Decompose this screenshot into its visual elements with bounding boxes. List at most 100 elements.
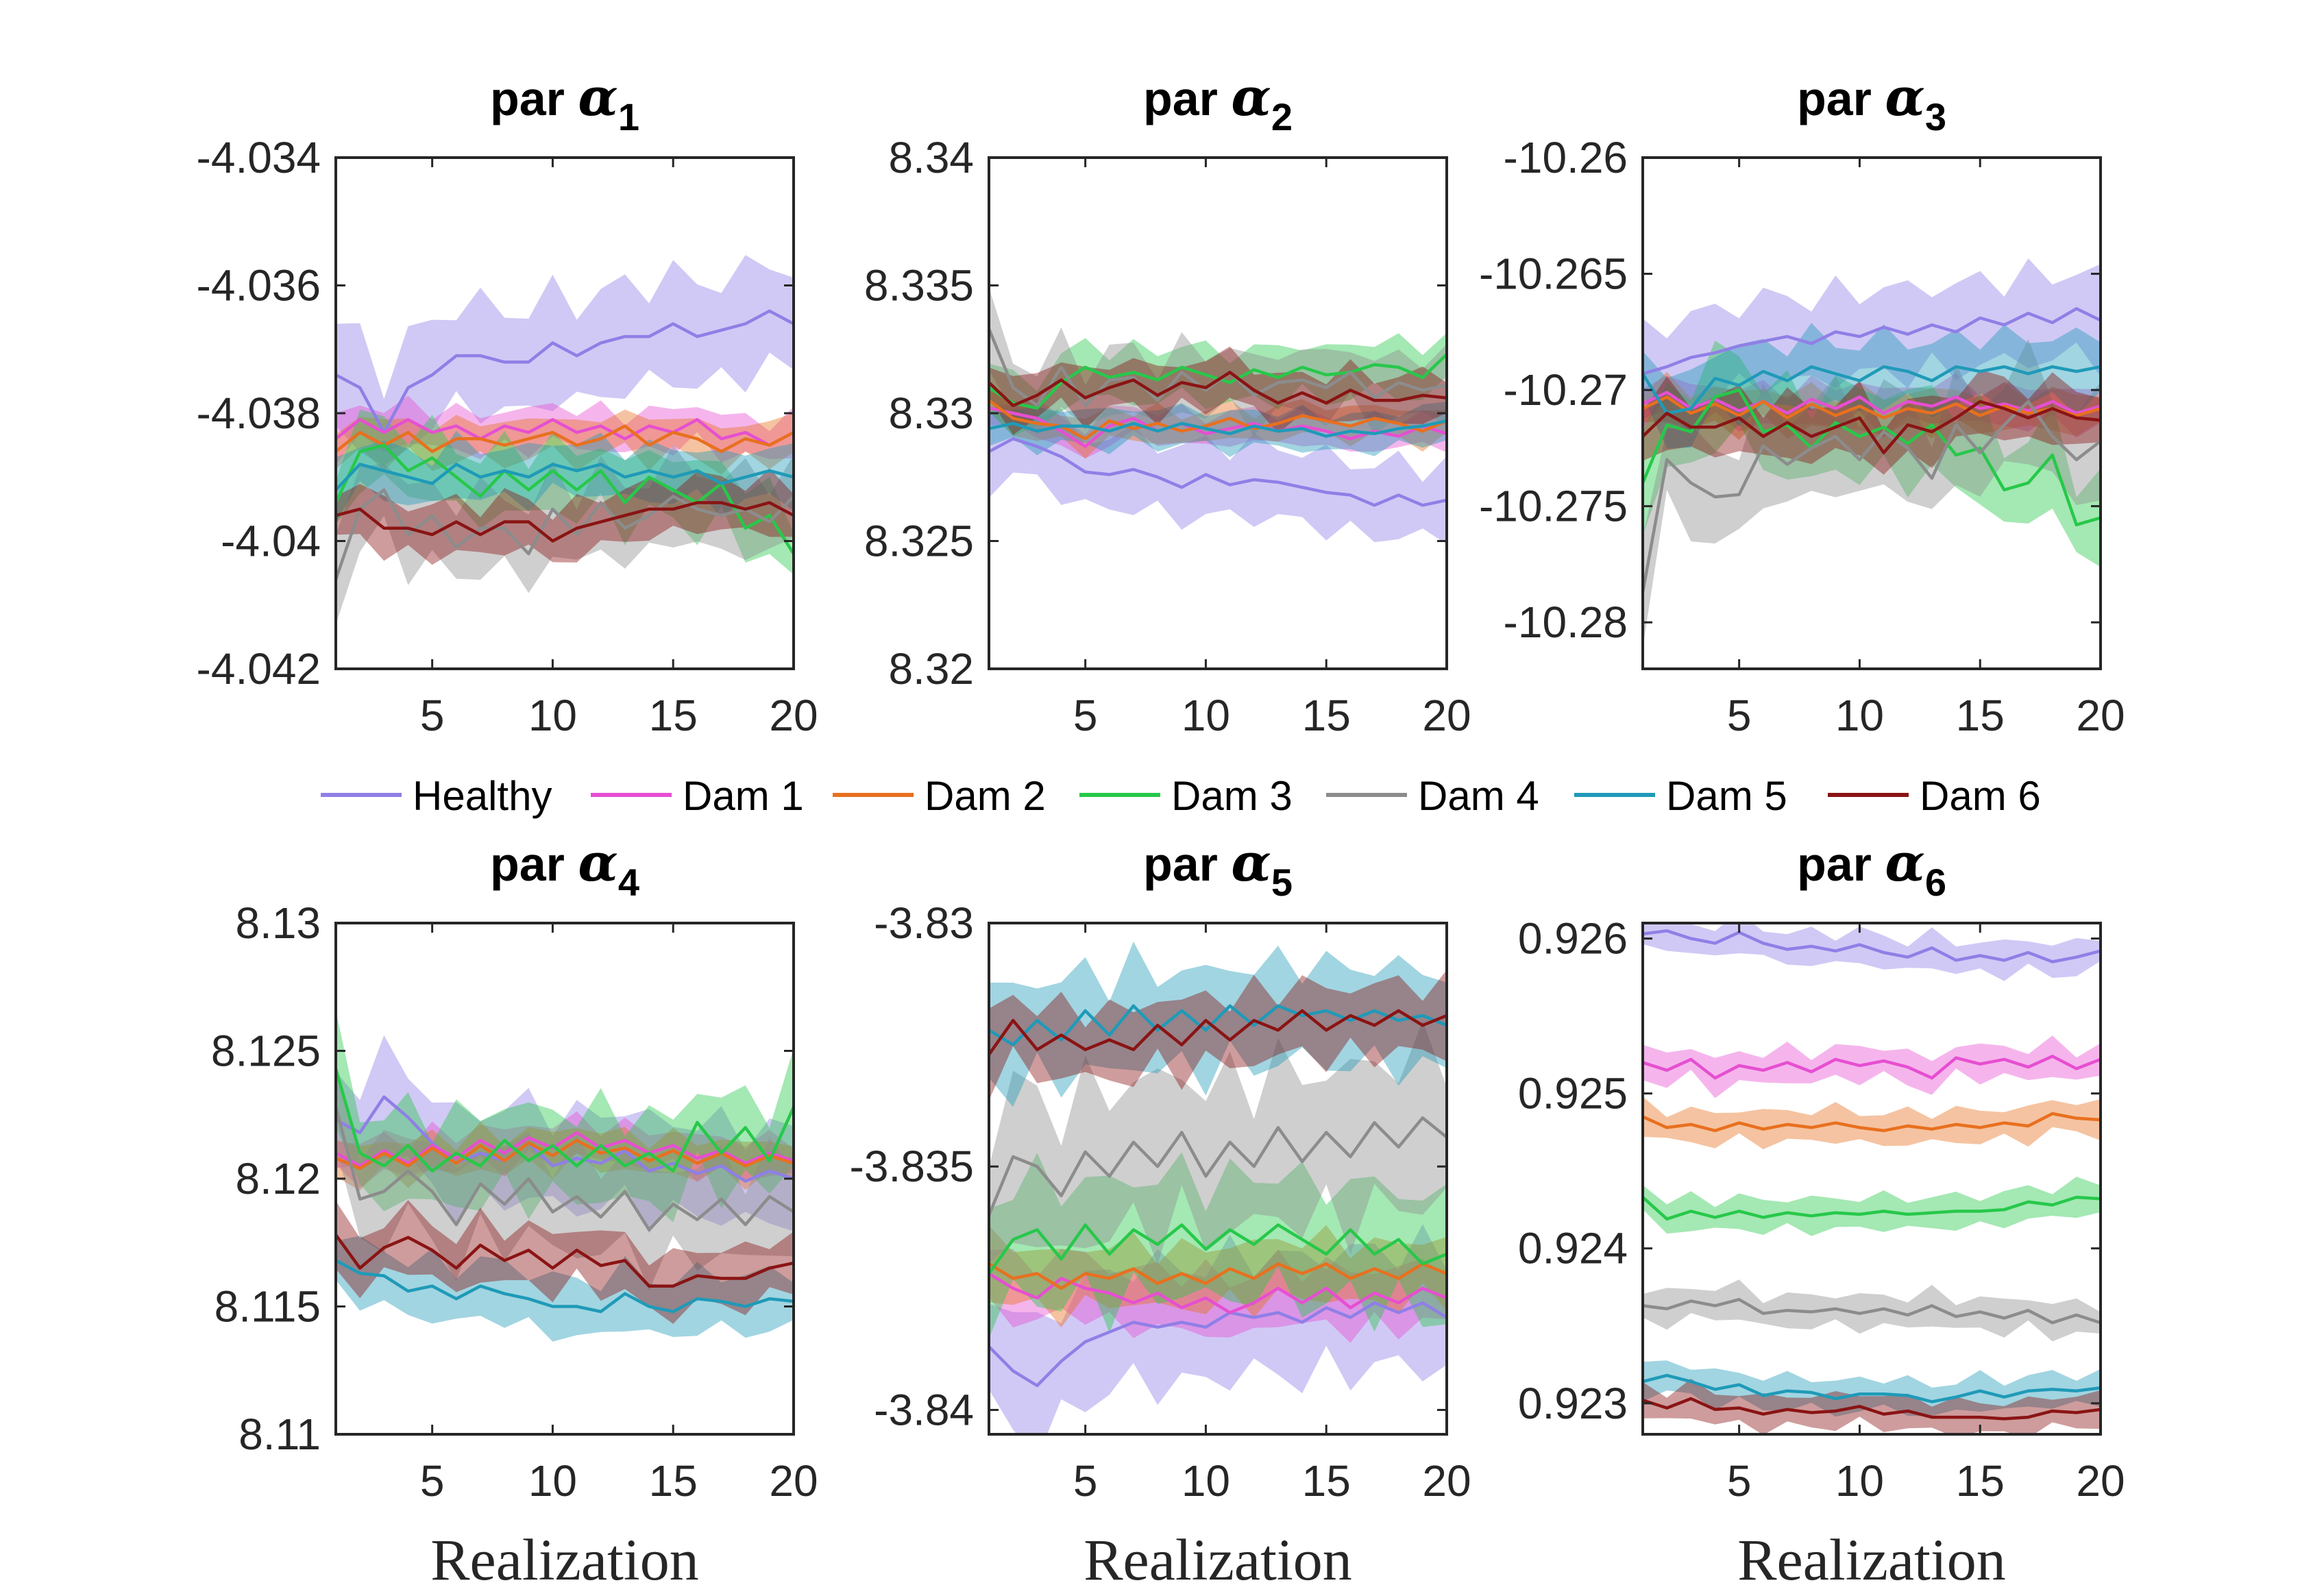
- panel-3: -10.28-10.275-10.27-10.265-10.265 10 15 20p…: [1479, 66, 2125, 740]
- panel-title: par α1: [490, 66, 639, 138]
- axes-box: [988, 922, 1448, 1436]
- line-dam-2: [989, 399, 1447, 441]
- band-dam-5: [336, 1236, 794, 1342]
- legend-entry-dam-5: Dam 5: [1574, 773, 1787, 819]
- line-healthy: [1643, 929, 2101, 963]
- x-tick-label: 10: [528, 691, 577, 740]
- line-healthy: [336, 1095, 794, 1183]
- x-tick-label: 20: [1422, 691, 1471, 740]
- legend-entry-dam-4: Dam 4: [1326, 773, 1539, 819]
- band-dam-6: [989, 970, 1447, 1101]
- y-tick-label: -10.265: [1479, 249, 1628, 299]
- y-tick-label: 8.32: [888, 644, 974, 693]
- x-axis-label: Realization: [1084, 1527, 1352, 1593]
- legend-label: Dam 4: [1418, 773, 1539, 819]
- y-tick-label: -10.275: [1479, 482, 1628, 531]
- alpha-symbol: α: [1231, 832, 1271, 893]
- legend-label: Dam 5: [1666, 773, 1787, 819]
- y-tick-label: -3.83: [874, 898, 974, 948]
- line-dam-5: [336, 1259, 794, 1314]
- band-dam-2: [989, 390, 1447, 459]
- y-tick-label: 0.923: [1518, 1379, 1628, 1428]
- line-dam-6: [1643, 400, 2101, 454]
- panel-title: par α2: [1143, 66, 1293, 138]
- line-dam-3: [989, 1223, 1447, 1275]
- y-tick-label: 8.115: [215, 1282, 321, 1331]
- band-healthy: [989, 405, 1447, 545]
- panel-title-prefix: par: [1797, 72, 1885, 125]
- plot-area: [336, 923, 794, 1434]
- line-dam-6: [336, 1233, 794, 1288]
- panel-2: 8.32 8.325 8.33 8.335 8.34 5 10 15 20 par α2: [864, 66, 1471, 740]
- band-dam-1: [989, 1249, 1447, 1343]
- line-dam-3: [336, 1068, 794, 1173]
- plot-area: [989, 923, 1447, 1434]
- y-tick-label: -10.26: [1504, 133, 1628, 182]
- band-dam-6: [1643, 1379, 2101, 1434]
- band-healthy: [336, 1035, 794, 1233]
- legend-entry-dam-1: Dam 1: [591, 773, 804, 819]
- panel-title: par α6: [1797, 832, 1946, 904]
- data-layer: [989, 941, 1447, 1434]
- axes-box: [1641, 922, 2102, 1436]
- panel-title-prefix: par: [1143, 72, 1231, 125]
- y-tick-label: -10.27: [1504, 365, 1628, 415]
- x-tick-label: 5: [1727, 1456, 1752, 1506]
- x-axis-label: Realization: [430, 1527, 699, 1593]
- line-dam-3: [1643, 1195, 2101, 1221]
- y-tick-label: 0.924: [1518, 1224, 1628, 1273]
- line-dam-6: [989, 371, 1447, 408]
- band-dam-5: [989, 941, 1447, 1107]
- x-tick-label: 5: [420, 1456, 445, 1506]
- band-healthy: [336, 255, 794, 466]
- x-tick-label: 5: [420, 691, 445, 740]
- y-tick-label: 0.926: [1518, 914, 1628, 963]
- line-dam-3: [1643, 388, 2101, 527]
- band-dam-6: [989, 346, 1447, 435]
- line-healthy: [989, 437, 1447, 507]
- x-tick-label: 15: [649, 1456, 698, 1506]
- panel-title-prefix: par: [1797, 837, 1885, 891]
- y-tick-label: 8.335: [864, 261, 974, 310]
- line-dam-6: [336, 501, 794, 543]
- y-tick-label: -3.84: [874, 1385, 974, 1434]
- x-tick-label: 20: [769, 1456, 818, 1506]
- x-tick-label: 10: [1835, 691, 1884, 740]
- x-tick-label: 20: [2076, 691, 2125, 740]
- line-dam-2: [1643, 1112, 2101, 1133]
- line-dam-6: [1643, 1397, 2101, 1421]
- y-tick-label: 0.925: [1518, 1069, 1628, 1118]
- panel-title-subscript: 3: [1925, 95, 1946, 138]
- x-tick-label: 5: [1727, 691, 1752, 740]
- line-dam-6: [989, 1009, 1447, 1056]
- plot-area: [989, 158, 1447, 669]
- x-tick-label: 5: [1073, 1456, 1098, 1506]
- line-dam-4: [1643, 400, 2101, 593]
- y-tick-label: -4.034: [197, 133, 321, 182]
- y-tick-label: -4.036: [197, 261, 321, 310]
- line-dam-1: [1643, 1055, 2101, 1080]
- panel-title-subscript: 2: [1271, 95, 1293, 138]
- legend-entry-dam-2: Dam 2: [833, 773, 1046, 819]
- data-layer: [336, 255, 794, 625]
- x-tick-label: 15: [1302, 691, 1351, 740]
- line-dam-5: [336, 463, 794, 491]
- line-dam-1: [989, 1272, 1447, 1314]
- line-dam-5: [1643, 365, 2101, 415]
- legend-label: Dam 1: [683, 773, 804, 819]
- y-tick-label: 8.125: [211, 1027, 321, 1076]
- band-dam-6: [1643, 369, 2101, 475]
- line-dam-4: [336, 488, 794, 580]
- band-dam-2: [1643, 1096, 2101, 1150]
- x-tick-label: 5: [1073, 691, 1098, 740]
- legend-label: Dam 3: [1171, 773, 1293, 819]
- panel-title-subscript: 5: [1271, 861, 1293, 904]
- panel-4: 8.11 8.115 8.12 8.125 8.13 5 10 15 20 par α4 Reali…: [211, 832, 818, 1593]
- plot-area: [1643, 923, 2101, 1434]
- line-dam-4: [336, 1107, 794, 1231]
- line-dam-4: [989, 1116, 1447, 1216]
- alpha-symbol: α: [578, 832, 617, 893]
- line-healthy: [1643, 307, 2101, 376]
